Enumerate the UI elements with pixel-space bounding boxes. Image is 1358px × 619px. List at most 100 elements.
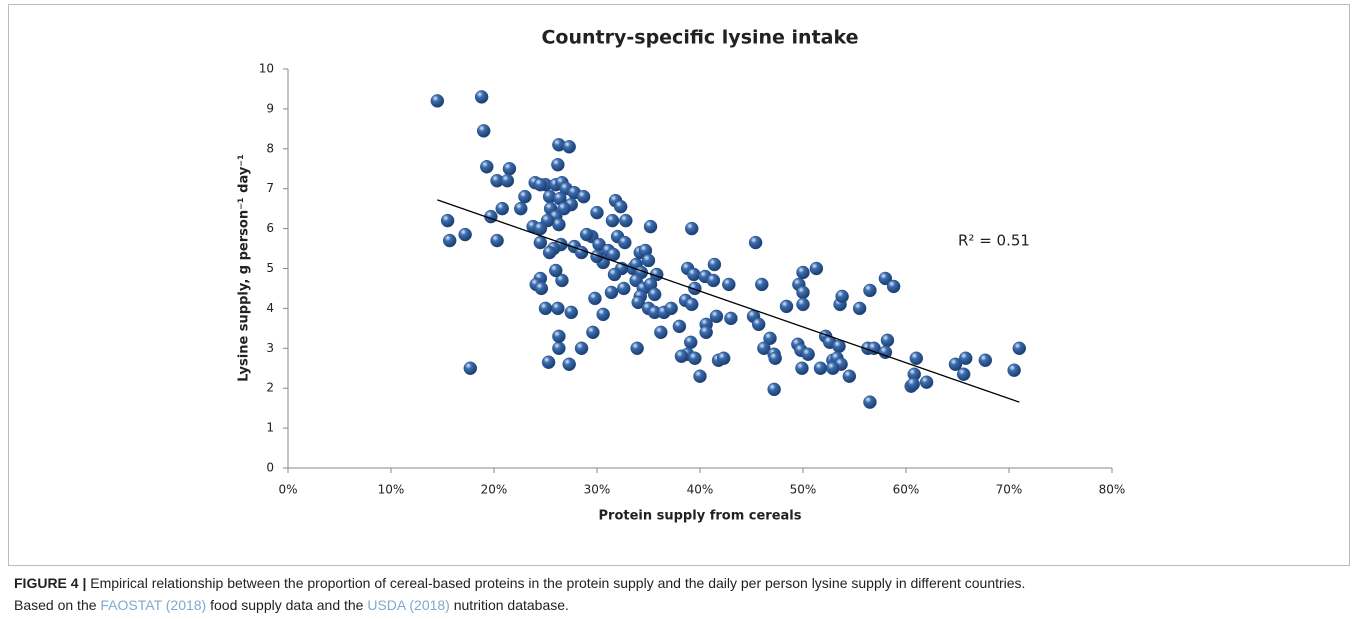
x-axis-label: Protein supply from cereals [599,509,802,524]
data-point [878,345,893,360]
data-point [672,319,687,334]
data-point [555,273,569,288]
data-point [886,279,901,294]
data-point [538,301,553,316]
data-point [796,265,810,280]
x-tick-label: 20% [481,483,508,497]
data-point [576,189,591,204]
data-point [863,395,877,409]
data-point [552,329,566,344]
data-point [796,285,810,300]
data-point [564,305,578,320]
data-point [495,201,509,216]
caption-text: Based on the [14,597,97,613]
data-point [590,205,604,220]
caption-line-2: Based on the FAOSTAT (2018) food supply … [14,594,1344,616]
data-point [440,213,455,228]
data-point [643,219,658,234]
data-point [541,355,556,370]
data-point [442,233,457,248]
data-point [919,375,934,389]
data-point [551,158,565,172]
x-tick-label: 50% [790,483,817,497]
data-point [641,253,656,268]
x-tick-label: 40% [687,483,714,497]
data-point [852,301,867,316]
data-point [878,271,893,286]
data-point [909,351,924,366]
data-point [685,297,699,312]
data-point [514,201,528,216]
data-point [724,311,738,326]
caption-link[interactable]: FAOSTAT (2018) [100,597,207,613]
data-point [549,263,563,278]
data-point [618,235,632,250]
y-tick-label: 6 [266,221,274,235]
data-point [518,189,532,204]
x-tick-label: 60% [893,483,920,497]
data-point [552,217,566,232]
data-point [574,341,589,356]
data-point [664,301,678,316]
data-point [835,289,849,304]
y-tick-label: 2 [266,381,274,395]
x-tick-label: 30% [584,483,611,497]
data-point [709,309,724,324]
data-point [796,297,810,312]
r-squared-annotation: R² = 0.51 [958,232,1030,250]
data-point [863,283,877,298]
data-point [1007,363,1021,377]
data-point [534,281,549,296]
data-point [795,361,809,375]
y-tick-label: 10 [259,62,274,76]
y-tick-label: 7 [266,181,274,195]
data-point [463,361,478,375]
data-point [880,333,895,348]
data-point [748,235,763,250]
data-point [533,235,548,250]
data-point [542,245,557,260]
chart: Country-specific lysine intake Protein s… [8,4,1350,566]
y-tick-label: 5 [266,261,274,275]
y-tick-label: 4 [266,301,274,315]
data-point [630,341,644,356]
data-point [826,361,840,375]
data-point [906,377,920,391]
caption-link[interactable]: USDA (2018) [367,597,450,613]
data-point [707,257,722,272]
data-point [813,361,828,375]
data-point [605,213,620,228]
data-point [557,201,571,216]
data-point [480,160,494,174]
data-point [956,367,971,381]
data-point [801,347,815,362]
figure-caption: FIGURE 4 | Empirical relationship betwee… [14,572,1344,616]
x-tick-label: 70% [996,483,1023,497]
data-point [579,227,594,242]
caption-line-1: FIGURE 4 | Empirical relationship betwee… [14,572,1344,594]
frame [8,4,1350,566]
data-point [842,369,857,383]
data-point [430,94,445,108]
y-tick-label: 9 [266,101,274,115]
y-tick-label: 3 [266,341,274,355]
data-point [562,140,576,154]
y-tick-label: 0 [266,461,274,475]
data-point [699,325,713,340]
data-point [763,331,777,346]
data-point [958,351,973,366]
data-point [768,351,782,366]
y-tick-label: 1 [266,421,274,435]
data-point [596,307,610,322]
caption-label: FIGURE 4 | [14,575,87,591]
data-point [590,249,604,264]
data-point [490,233,504,248]
data-point [722,277,736,292]
data-point [619,213,633,228]
data-point [586,325,600,340]
data-point [613,199,628,214]
data-point [755,277,769,292]
data-point [687,267,701,282]
data-point [1012,341,1027,356]
